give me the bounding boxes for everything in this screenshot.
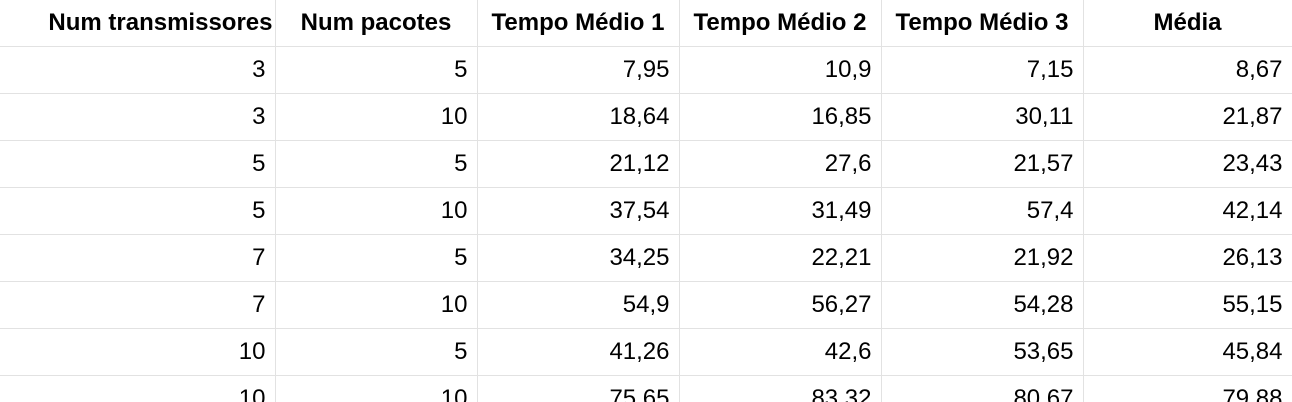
table-cell[interactable]: 21,12	[477, 140, 680, 188]
table-row: 3 10 18,64 16,85 30,11 21,87	[0, 93, 1292, 141]
table-cell[interactable]: 10	[0, 328, 276, 376]
table-cell[interactable]: 41,26	[477, 328, 680, 376]
header-row: Num transmissores Num pacotes Tempo Médi…	[0, 0, 1292, 47]
table-cell[interactable]: 5	[0, 140, 276, 188]
table-cell[interactable]: 5	[275, 46, 478, 94]
table-cell[interactable]: 7,95	[477, 46, 680, 94]
header-cell-tempo-medio-1[interactable]: Tempo Médio 1	[477, 0, 680, 47]
table-cell[interactable]: 80,67	[881, 375, 1084, 402]
table-cell[interactable]: 56,27	[679, 281, 882, 329]
header-cell-tempo-medio-2[interactable]: Tempo Médio 2	[679, 0, 882, 47]
table-cell[interactable]: 10	[275, 93, 478, 141]
table-cell[interactable]: 21,92	[881, 234, 1084, 282]
table-cell[interactable]: 75,65	[477, 375, 680, 402]
header-cell-media[interactable]: Média	[1083, 0, 1292, 47]
table-cell[interactable]: 5	[275, 140, 478, 188]
table-cell[interactable]: 10,9	[679, 46, 882, 94]
table-cell[interactable]: 18,64	[477, 93, 680, 141]
table-cell[interactable]: 26,13	[1083, 234, 1292, 282]
table-cell[interactable]: 10	[0, 375, 276, 402]
table-cell[interactable]: 57,4	[881, 187, 1084, 235]
table-cell[interactable]: 42,14	[1083, 187, 1292, 235]
table-cell[interactable]: 21,57	[881, 140, 1084, 188]
table-cell[interactable]: 16,85	[679, 93, 882, 141]
table-cell[interactable]: 8,67	[1083, 46, 1292, 94]
table-cell[interactable]: 10	[275, 187, 478, 235]
table-cell[interactable]: 54,28	[881, 281, 1084, 329]
table-cell[interactable]: 22,21	[679, 234, 882, 282]
table-cell[interactable]: 34,25	[477, 234, 680, 282]
table-cell[interactable]: 21,87	[1083, 93, 1292, 141]
table-row: 10 10 75,65 83,32 80,67 79,88	[0, 375, 1292, 402]
table-cell[interactable]: 5	[275, 234, 478, 282]
table-row: 5 5 21,12 27,6 21,57 23,43	[0, 140, 1292, 188]
table-row: 3 5 7,95 10,9 7,15 8,67	[0, 46, 1292, 94]
table-cell[interactable]: 3	[0, 93, 276, 141]
table-cell[interactable]: 79,88	[1083, 375, 1292, 402]
header-cell-num-transmissores[interactable]: Num transmissores	[0, 0, 276, 47]
table-row: 7 5 34,25 22,21 21,92 26,13	[0, 234, 1292, 282]
table-row: 5 10 37,54 31,49 57,4 42,14	[0, 187, 1292, 235]
table-cell[interactable]: 7	[0, 281, 276, 329]
header-cell-tempo-medio-3[interactable]: Tempo Médio 3	[881, 0, 1084, 47]
table-cell[interactable]: 5	[275, 328, 478, 376]
table-cell[interactable]: 10	[275, 375, 478, 402]
table-cell[interactable]: 45,84	[1083, 328, 1292, 376]
table-cell[interactable]: 23,43	[1083, 140, 1292, 188]
table-row: 10 5 41,26 42,6 53,65 45,84	[0, 328, 1292, 376]
table-cell[interactable]: 83,32	[679, 375, 882, 402]
table-cell[interactable]: 30,11	[881, 93, 1084, 141]
header-cell-num-pacotes[interactable]: Num pacotes	[275, 0, 478, 47]
table-cell[interactable]: 10	[275, 281, 478, 329]
table-cell[interactable]: 54,9	[477, 281, 680, 329]
table-cell[interactable]: 7	[0, 234, 276, 282]
table-cell[interactable]: 7,15	[881, 46, 1084, 94]
table-cell[interactable]: 53,65	[881, 328, 1084, 376]
table-cell[interactable]: 37,54	[477, 187, 680, 235]
table-cell[interactable]: 27,6	[679, 140, 882, 188]
table-cell[interactable]: 3	[0, 46, 276, 94]
table-row: 7 10 54,9 56,27 54,28 55,15	[0, 281, 1292, 329]
table-cell[interactable]: 42,6	[679, 328, 882, 376]
table-cell[interactable]: 31,49	[679, 187, 882, 235]
table-cell[interactable]: 5	[0, 187, 276, 235]
table-cell[interactable]: 55,15	[1083, 281, 1292, 329]
